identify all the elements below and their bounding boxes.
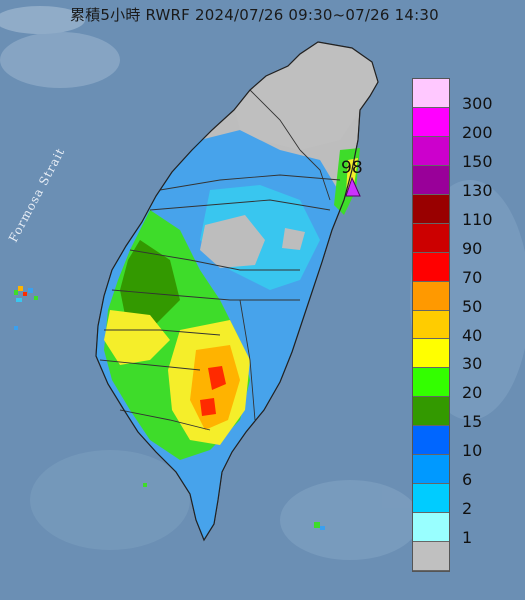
legend-swatch bbox=[413, 513, 449, 543]
legend-swatch bbox=[413, 455, 449, 485]
legend-label: 10 bbox=[462, 441, 483, 461]
legend-label: 40 bbox=[462, 325, 483, 345]
legend-swatch bbox=[413, 107, 449, 137]
taiwan-outline bbox=[95, 41, 379, 542]
legend-label: 6 bbox=[462, 470, 473, 490]
legend-swatch bbox=[413, 281, 449, 311]
legend-swatch bbox=[413, 368, 449, 398]
legend-swatch bbox=[413, 194, 449, 224]
legend-label: 30 bbox=[462, 354, 483, 374]
legend-swatch bbox=[413, 484, 449, 514]
legend-label: 90 bbox=[462, 238, 483, 258]
legend-label: 2 bbox=[462, 499, 473, 519]
rain-legend bbox=[412, 78, 450, 572]
grey-north-cap bbox=[235, 42, 378, 150]
legend-swatch bbox=[413, 339, 449, 369]
rain-red-b bbox=[200, 398, 216, 416]
legend-label: 15 bbox=[462, 412, 483, 432]
legend-swatch bbox=[413, 426, 449, 456]
rain-yellow bbox=[104, 310, 170, 365]
legend-swatch bbox=[413, 79, 449, 108]
legend-swatch bbox=[413, 165, 449, 195]
legend-label: 300 bbox=[462, 94, 493, 113]
legend-label: 1 bbox=[462, 528, 473, 548]
legend-swatch bbox=[413, 252, 449, 282]
legend-label: 110 bbox=[462, 209, 493, 229]
county-boundaries bbox=[99, 89, 341, 431]
legend-label: 70 bbox=[462, 267, 483, 287]
grey-central-2 bbox=[282, 228, 305, 250]
legend-label: 20 bbox=[462, 383, 483, 403]
rain-red-a bbox=[208, 366, 226, 390]
offshore-echo bbox=[14, 286, 325, 530]
max-rain-value: 98 bbox=[341, 158, 363, 178]
cloud-texture bbox=[0, 6, 525, 560]
legend-swatch bbox=[413, 397, 449, 427]
legend-swatch bbox=[413, 542, 449, 571]
rain-east-yellow bbox=[346, 158, 358, 194]
legend-label: 130 bbox=[462, 180, 493, 200]
grey-central bbox=[200, 215, 265, 268]
legend-label: 150 bbox=[462, 151, 493, 171]
legend-label: 200 bbox=[462, 122, 493, 142]
rain-dark-green bbox=[120, 240, 180, 330]
legend-swatch bbox=[413, 223, 449, 253]
legend-label: 50 bbox=[462, 296, 483, 316]
legend-swatch bbox=[413, 310, 449, 340]
map-title: 累積5小時 RWRF 2024/07/26 09:30~07/26 14:30 bbox=[70, 6, 439, 24]
legend-swatch bbox=[413, 136, 449, 166]
max-rain-marker-icon bbox=[345, 176, 361, 197]
